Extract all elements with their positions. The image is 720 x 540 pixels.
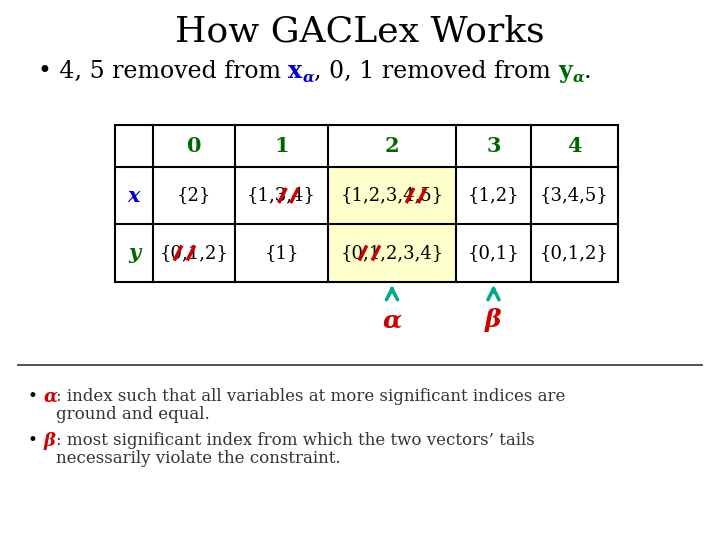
Text: • 4, 5 removed from: • 4, 5 removed from <box>38 60 289 83</box>
Bar <box>328 224 456 282</box>
Text: {0,1,2}: {0,1,2} <box>540 244 609 262</box>
Text: 1: 1 <box>274 136 289 156</box>
Text: •: • <box>28 432 38 449</box>
Text: {1}: {1} <box>264 244 299 262</box>
Text: α: α <box>572 71 584 85</box>
Text: {1,3,4}: {1,3,4} <box>247 186 316 205</box>
Text: {0,1,2,3,4}: {0,1,2,3,4} <box>341 244 444 262</box>
Text: 0: 0 <box>186 136 202 156</box>
Text: α: α <box>44 388 58 406</box>
Text: {2}: {2} <box>177 186 211 205</box>
Text: β: β <box>44 432 56 450</box>
Text: y: y <box>559 59 572 83</box>
Text: {1,2,3,4,5}: {1,2,3,4,5} <box>341 186 444 205</box>
Text: : most significant index from which the two vectors’ tails: : most significant index from which the … <box>56 432 535 449</box>
Text: 3: 3 <box>486 136 500 156</box>
Text: .: . <box>584 60 592 83</box>
Text: x: x <box>127 186 140 206</box>
Text: {0,1,2}: {0,1,2} <box>160 244 228 262</box>
Text: necessarily violate the constraint.: necessarily violate the constraint. <box>56 450 341 467</box>
Bar <box>328 167 456 224</box>
Text: {1,2}: {1,2} <box>468 186 519 205</box>
Text: •: • <box>28 388 38 405</box>
Text: y: y <box>128 243 140 263</box>
Text: How GACLex Works: How GACLex Works <box>175 15 545 49</box>
Text: β: β <box>485 308 502 332</box>
Text: : index such that all variables at more significant indices are: : index such that all variables at more … <box>56 388 565 405</box>
Text: x: x <box>289 59 302 83</box>
Text: α: α <box>382 308 402 332</box>
Text: 4: 4 <box>567 136 582 156</box>
Text: , 0, 1 removed from: , 0, 1 removed from <box>315 60 559 83</box>
Text: {0,1}: {0,1} <box>467 244 519 262</box>
Text: ground and equal.: ground and equal. <box>56 406 210 423</box>
Text: {3,4,5}: {3,4,5} <box>540 186 609 205</box>
Text: 2: 2 <box>384 136 400 156</box>
Bar <box>115 125 618 282</box>
Text: α: α <box>302 71 315 85</box>
